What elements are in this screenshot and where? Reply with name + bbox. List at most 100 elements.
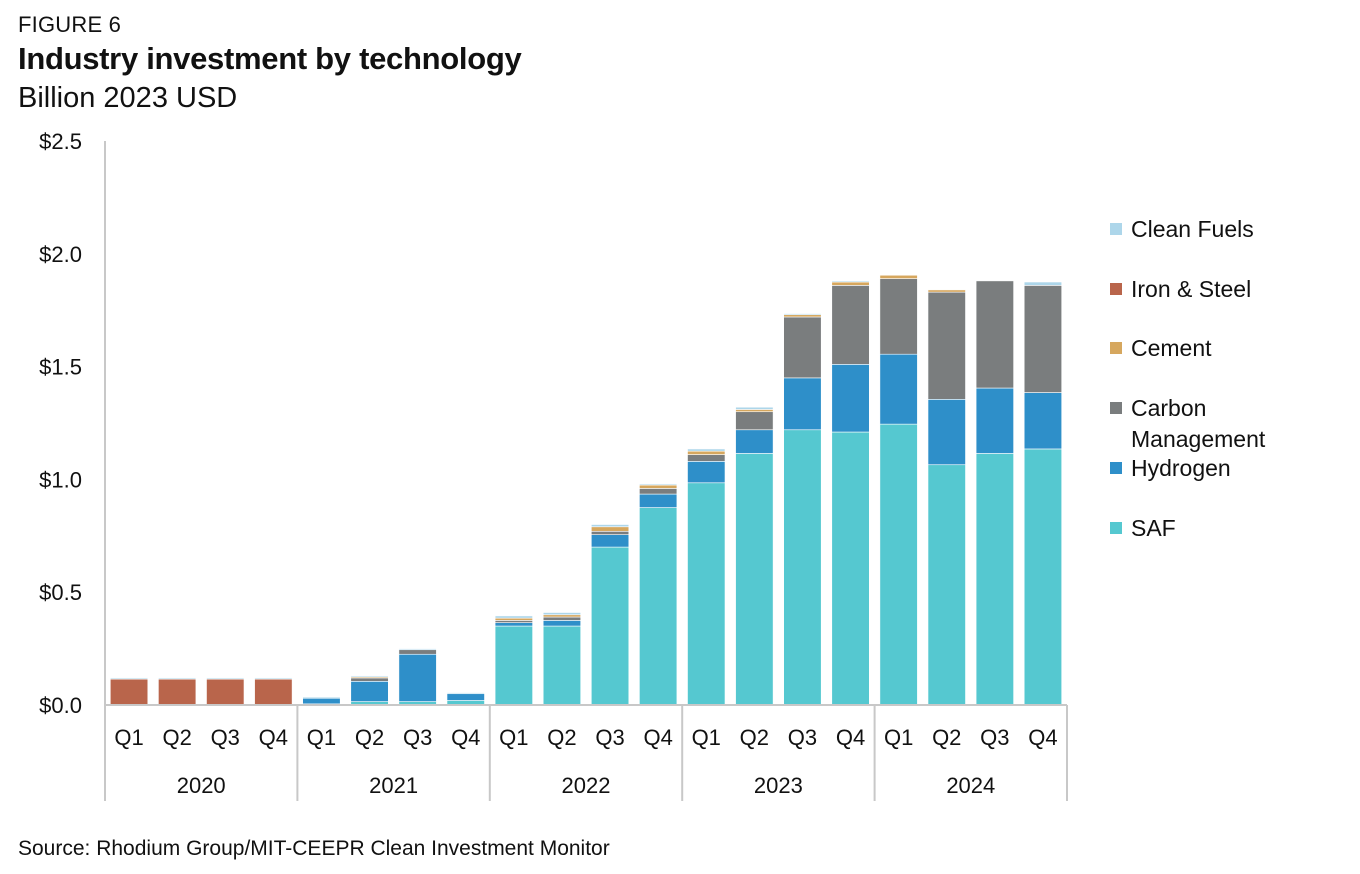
y-tick-label: $1.0 [39, 467, 82, 492]
bar-segment-hydrogen-4 [302, 697, 341, 705]
x-tick-label: Q1 [499, 725, 528, 750]
legend-label-carbon-management: Carbon Management [1131, 395, 1266, 452]
legend-label-saf: SAF [1131, 515, 1176, 541]
x-tick-label: Q4 [451, 725, 480, 750]
bar-segment-carbon-management-17 [927, 291, 966, 400]
bar-segment-clean-fuels-8 [494, 615, 533, 619]
y-tick-label: $0.5 [39, 580, 82, 605]
bar-segment-carbon-management-9 [542, 616, 582, 621]
bar-segment-hydrogen-17 [927, 399, 966, 466]
bar-segment-cement-10 [590, 526, 630, 532]
x-tick-label: Q2 [932, 725, 961, 750]
bar-segment-iron-steel-3 [254, 678, 293, 706]
bar-segment-clean-fuels-6 [398, 648, 437, 651]
legend-label-clean-fuels: Clean Fuels [1131, 216, 1254, 242]
x-group-label: 2023 [754, 773, 803, 798]
legend-swatch-hydrogen [1110, 462, 1122, 474]
bar-segment-hydrogen-19 [1023, 392, 1063, 450]
bar-segment-clean-fuels-19 [1023, 281, 1063, 286]
chart-subtitle: Billion 2023 USD [18, 82, 238, 114]
bar-segment-clean-fuels-9 [542, 612, 582, 616]
bar-segment-clean-fuels-10 [590, 524, 630, 528]
bar-segment-carbon-management-6 [398, 649, 437, 655]
bar-segment-cement-9 [542, 614, 582, 618]
bar-segment-clean-fuels-2 [206, 677, 245, 680]
bar-segment-carbon-management-10 [590, 530, 630, 535]
legend-label-iron-steel: Iron & Steel [1131, 276, 1251, 302]
bar-segment-clean-fuels-14 [783, 313, 822, 316]
x-tick-label: Q4 [1028, 725, 1057, 750]
bar-segment-hydrogen-13 [735, 429, 774, 454]
x-tick-label: Q1 [692, 725, 721, 750]
bar-segment-iron-steel-1 [158, 678, 197, 706]
bar-segment-clean-fuels-5 [350, 675, 389, 678]
bar-segment-carbon-management-18 [975, 280, 1014, 389]
figure-label: FIGURE 6 [18, 12, 122, 37]
y-tick-label: $1.5 [39, 355, 82, 380]
x-tick-label: Q4 [259, 725, 288, 750]
bar-segment-saf-9 [542, 625, 582, 706]
bar-segment-cement-11 [639, 484, 678, 489]
bar-segment-cement-14 [783, 314, 822, 318]
bar-segment-carbon-management-14 [783, 316, 822, 379]
bar-segment-saf-19 [1023, 448, 1063, 706]
bar-segment-hydrogen-11 [639, 493, 678, 508]
bar-segment-hydrogen-18 [975, 387, 1014, 454]
legend-swatch-cement [1110, 342, 1122, 354]
bar-segment-clean-fuels-4 [302, 696, 341, 699]
y-tick-label: $0.0 [39, 693, 82, 718]
bar-segment-saf-10 [590, 546, 630, 706]
bar-segment-saf-11 [639, 507, 678, 706]
x-tick-label: Q2 [740, 725, 769, 750]
legend: Clean Fuels Iron & Steel Cement Carbon Manag… [1110, 216, 1266, 541]
bar-segment-cement-15 [831, 281, 870, 286]
x-tick-label: Q2 [355, 725, 384, 750]
bar-segment-saf-14 [783, 429, 822, 706]
y-tick-label: $2.5 [39, 129, 82, 154]
legend-swatch-clean-fuels [1110, 223, 1122, 235]
bar-segment-hydrogen-10 [590, 534, 630, 548]
legend-swatch-saf [1110, 522, 1122, 534]
bar-segment-clean-fuels-11 [639, 483, 678, 486]
x-tick-label: Q3 [980, 725, 1009, 750]
bar-segment-hydrogen-8 [494, 622, 533, 627]
bar-segment-carbon-management-12 [687, 454, 726, 462]
x-tick-label: Q1 [307, 725, 336, 750]
bar-segment-saf-13 [735, 453, 774, 706]
bar-segment-hydrogen-15 [831, 364, 870, 433]
x-tick-label: Q3 [788, 725, 817, 750]
legend-label-hydrogen: Hydrogen [1131, 455, 1231, 481]
x-group-label: 2020 [177, 773, 226, 798]
x-tick-label: Q4 [643, 725, 672, 750]
bar-segment-saf-17 [927, 464, 966, 706]
x-tick-label: Q3 [211, 725, 240, 750]
axes-layer: $0.0 $0.5 $1.0 $1.5 $2.0 $2.5 Q1 Q2 Q3 Q4 Q1 Q2 Q3 Q4… [39, 129, 1068, 801]
bar-segment-hydrogen-6 [398, 653, 437, 702]
bar-segment-clean-fuels-1 [158, 677, 197, 680]
bar-segment-saf-18 [975, 453, 1014, 706]
x-tick-label: Q2 [547, 725, 576, 750]
x-tick-label: Q4 [836, 725, 865, 750]
bar-segment-hydrogen-16 [879, 353, 918, 425]
bar-segment-hydrogen-9 [542, 620, 582, 627]
legend-swatch-carbon-management [1110, 402, 1122, 414]
x-tick-label: Q3 [595, 725, 624, 750]
bar-segment-saf-16 [879, 423, 918, 706]
bar-segment-clean-fuels-7 [446, 692, 485, 695]
x-tick-label: Q2 [162, 725, 191, 750]
x-group-label: 2022 [562, 773, 611, 798]
chart-title: Industry investment by technology [18, 41, 522, 76]
bar-segment-saf-15 [831, 431, 870, 706]
x-tick-label: Q3 [403, 725, 432, 750]
legend-swatch-iron-steel [1110, 283, 1122, 295]
bar-segment-cement-17 [927, 289, 966, 293]
bar-segment-carbon-management-13 [735, 411, 774, 431]
bar-segment-clean-fuels-3 [254, 677, 293, 680]
x-tick-label: Q1 [884, 725, 913, 750]
legend-label-cement: Cement [1131, 335, 1212, 361]
bar-segment-cement-12 [687, 450, 726, 455]
bars-layer [109, 274, 1063, 706]
bar-segment-clean-fuels-0 [109, 677, 149, 680]
bar-segment-cement-16 [879, 274, 918, 279]
